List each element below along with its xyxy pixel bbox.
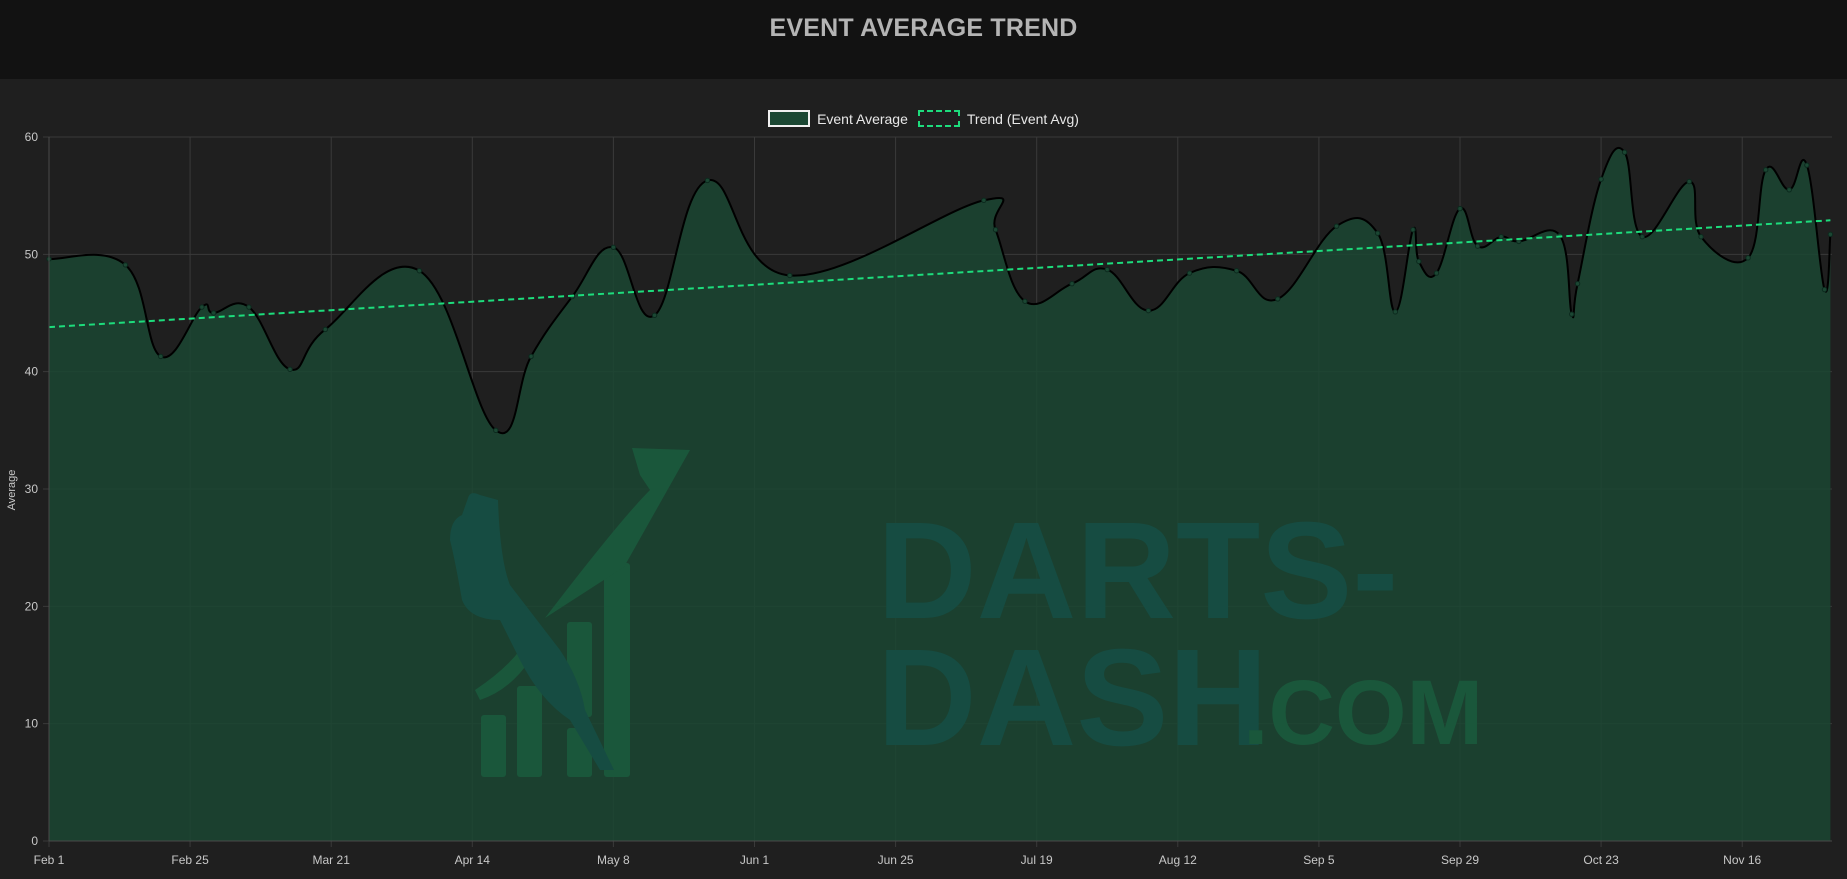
x-tick-label: Feb 25: [171, 853, 209, 867]
data-point[interactable]: [528, 353, 534, 360]
data-point[interactable]: [1186, 270, 1193, 276]
y-axis-title: Average: [6, 470, 18, 511]
trend-series: [48, 219, 1831, 329]
data-point[interactable]: [1498, 234, 1504, 240]
y-tick-label: 10: [25, 717, 39, 731]
data-point[interactable]: [210, 310, 217, 316]
legend-item-event-average[interactable]: Event Average: [768, 110, 908, 127]
data-point[interactable]: [1022, 298, 1028, 304]
x-tick-label: Sep 29: [1441, 853, 1479, 867]
watermark-logo: DARTS- DASH .COM: [450, 448, 1483, 777]
data-point[interactable]: [1686, 178, 1692, 185]
data-point[interactable]: [1574, 280, 1581, 287]
y-tick-label: 50: [25, 247, 39, 261]
x-tick-label: Apr 14: [455, 853, 491, 867]
data-point[interactable]: [1598, 176, 1604, 182]
data-point[interactable]: [1639, 234, 1645, 240]
data-point[interactable]: [322, 326, 329, 333]
watermark-text-suffix: .COM: [1243, 662, 1483, 764]
data-point[interactable]: [1392, 309, 1399, 315]
x-tick-label: Feb 1: [34, 853, 65, 867]
data-point[interactable]: [1104, 266, 1110, 273]
data-point[interactable]: [992, 226, 999, 233]
x-tick-label: Jun 1: [740, 853, 770, 867]
data-point[interactable]: [704, 177, 711, 184]
watermark-text-line1: DARTS-: [877, 494, 1398, 648]
trend-line: [48, 219, 1831, 329]
data-point[interactable]: [1374, 230, 1381, 236]
data-point[interactable]: [493, 427, 499, 434]
data-point[interactable]: [1621, 149, 1628, 155]
header-bar: EVENT AVERAGE TREND: [0, 0, 1847, 79]
legend-label: Trend (Event Avg): [966, 110, 1079, 127]
x-tick-label: Oct 23: [1583, 853, 1619, 867]
data-point[interactable]: [1433, 270, 1440, 276]
data-point[interactable]: [122, 262, 129, 268]
y-tick-label: 60: [25, 130, 39, 144]
x-tick-label: Sep 5: [1303, 853, 1335, 867]
data-point[interactable]: [1457, 205, 1463, 212]
data-point[interactable]: [1333, 223, 1340, 229]
data-point[interactable]: [1763, 167, 1769, 173]
data-point[interactable]: [1786, 187, 1792, 193]
data-point[interactable]: [416, 268, 423, 274]
data-point[interactable]: [981, 197, 987, 204]
data-point[interactable]: [1569, 311, 1575, 317]
chart-title: EVENT AVERAGE TREND: [769, 14, 1078, 42]
watermark-text-line2: DASH: [877, 621, 1268, 775]
x-tick-label: Jun 25: [878, 853, 914, 867]
y-tick-label: 40: [25, 365, 39, 379]
data-point[interactable]: [1416, 258, 1422, 265]
x-tick-label: Nov 16: [1723, 853, 1761, 867]
data-point[interactable]: [287, 366, 293, 373]
data-point[interactable]: [158, 353, 164, 360]
solid-swatch-icon: [768, 110, 811, 127]
x-tick-label: Aug 12: [1159, 853, 1197, 867]
x-tick-label: Mar 21: [313, 853, 351, 867]
y-tick-label: 30: [25, 482, 39, 496]
data-point[interactable]: [1698, 234, 1704, 240]
legend-label: Event Average: [817, 110, 908, 127]
data-point[interactable]: [1410, 226, 1416, 233]
data-point[interactable]: [1821, 286, 1828, 293]
data-point[interactable]: [1233, 268, 1240, 274]
data-point[interactable]: [610, 244, 617, 250]
x-tick-label: May 8: [597, 853, 630, 867]
data-point[interactable]: [1827, 231, 1834, 238]
data-point[interactable]: [1275, 296, 1281, 302]
data-point[interactable]: [651, 312, 658, 319]
chart-legend: Event Average Trend (Event Avg): [0, 110, 1847, 127]
y-tick-label: 0: [31, 834, 38, 848]
data-point[interactable]: [1804, 162, 1810, 168]
data-point[interactable]: [199, 304, 205, 310]
data-point[interactable]: [1745, 255, 1751, 261]
y-tick-label: 20: [25, 599, 39, 613]
dart-logo-icon: [450, 448, 690, 777]
data-point[interactable]: [1474, 243, 1481, 249]
dashed-swatch-icon: [917, 110, 960, 127]
data-point[interactable]: [246, 304, 252, 310]
area-fill: [49, 147, 1831, 842]
chart-axes: 0 10 20 30 40 50 60 Feb 1 Feb 25 Mar 21 Apr 14 May …: [25, 130, 1832, 867]
data-point[interactable]: [1145, 307, 1152, 314]
data-point[interactable]: [787, 272, 793, 279]
legend-item-trend[interactable]: Trend (Event Avg): [917, 110, 1079, 127]
x-tick-label: Jul 19: [1021, 853, 1053, 867]
data-point[interactable]: [1069, 280, 1075, 287]
event-average-series: [46, 146, 1834, 842]
